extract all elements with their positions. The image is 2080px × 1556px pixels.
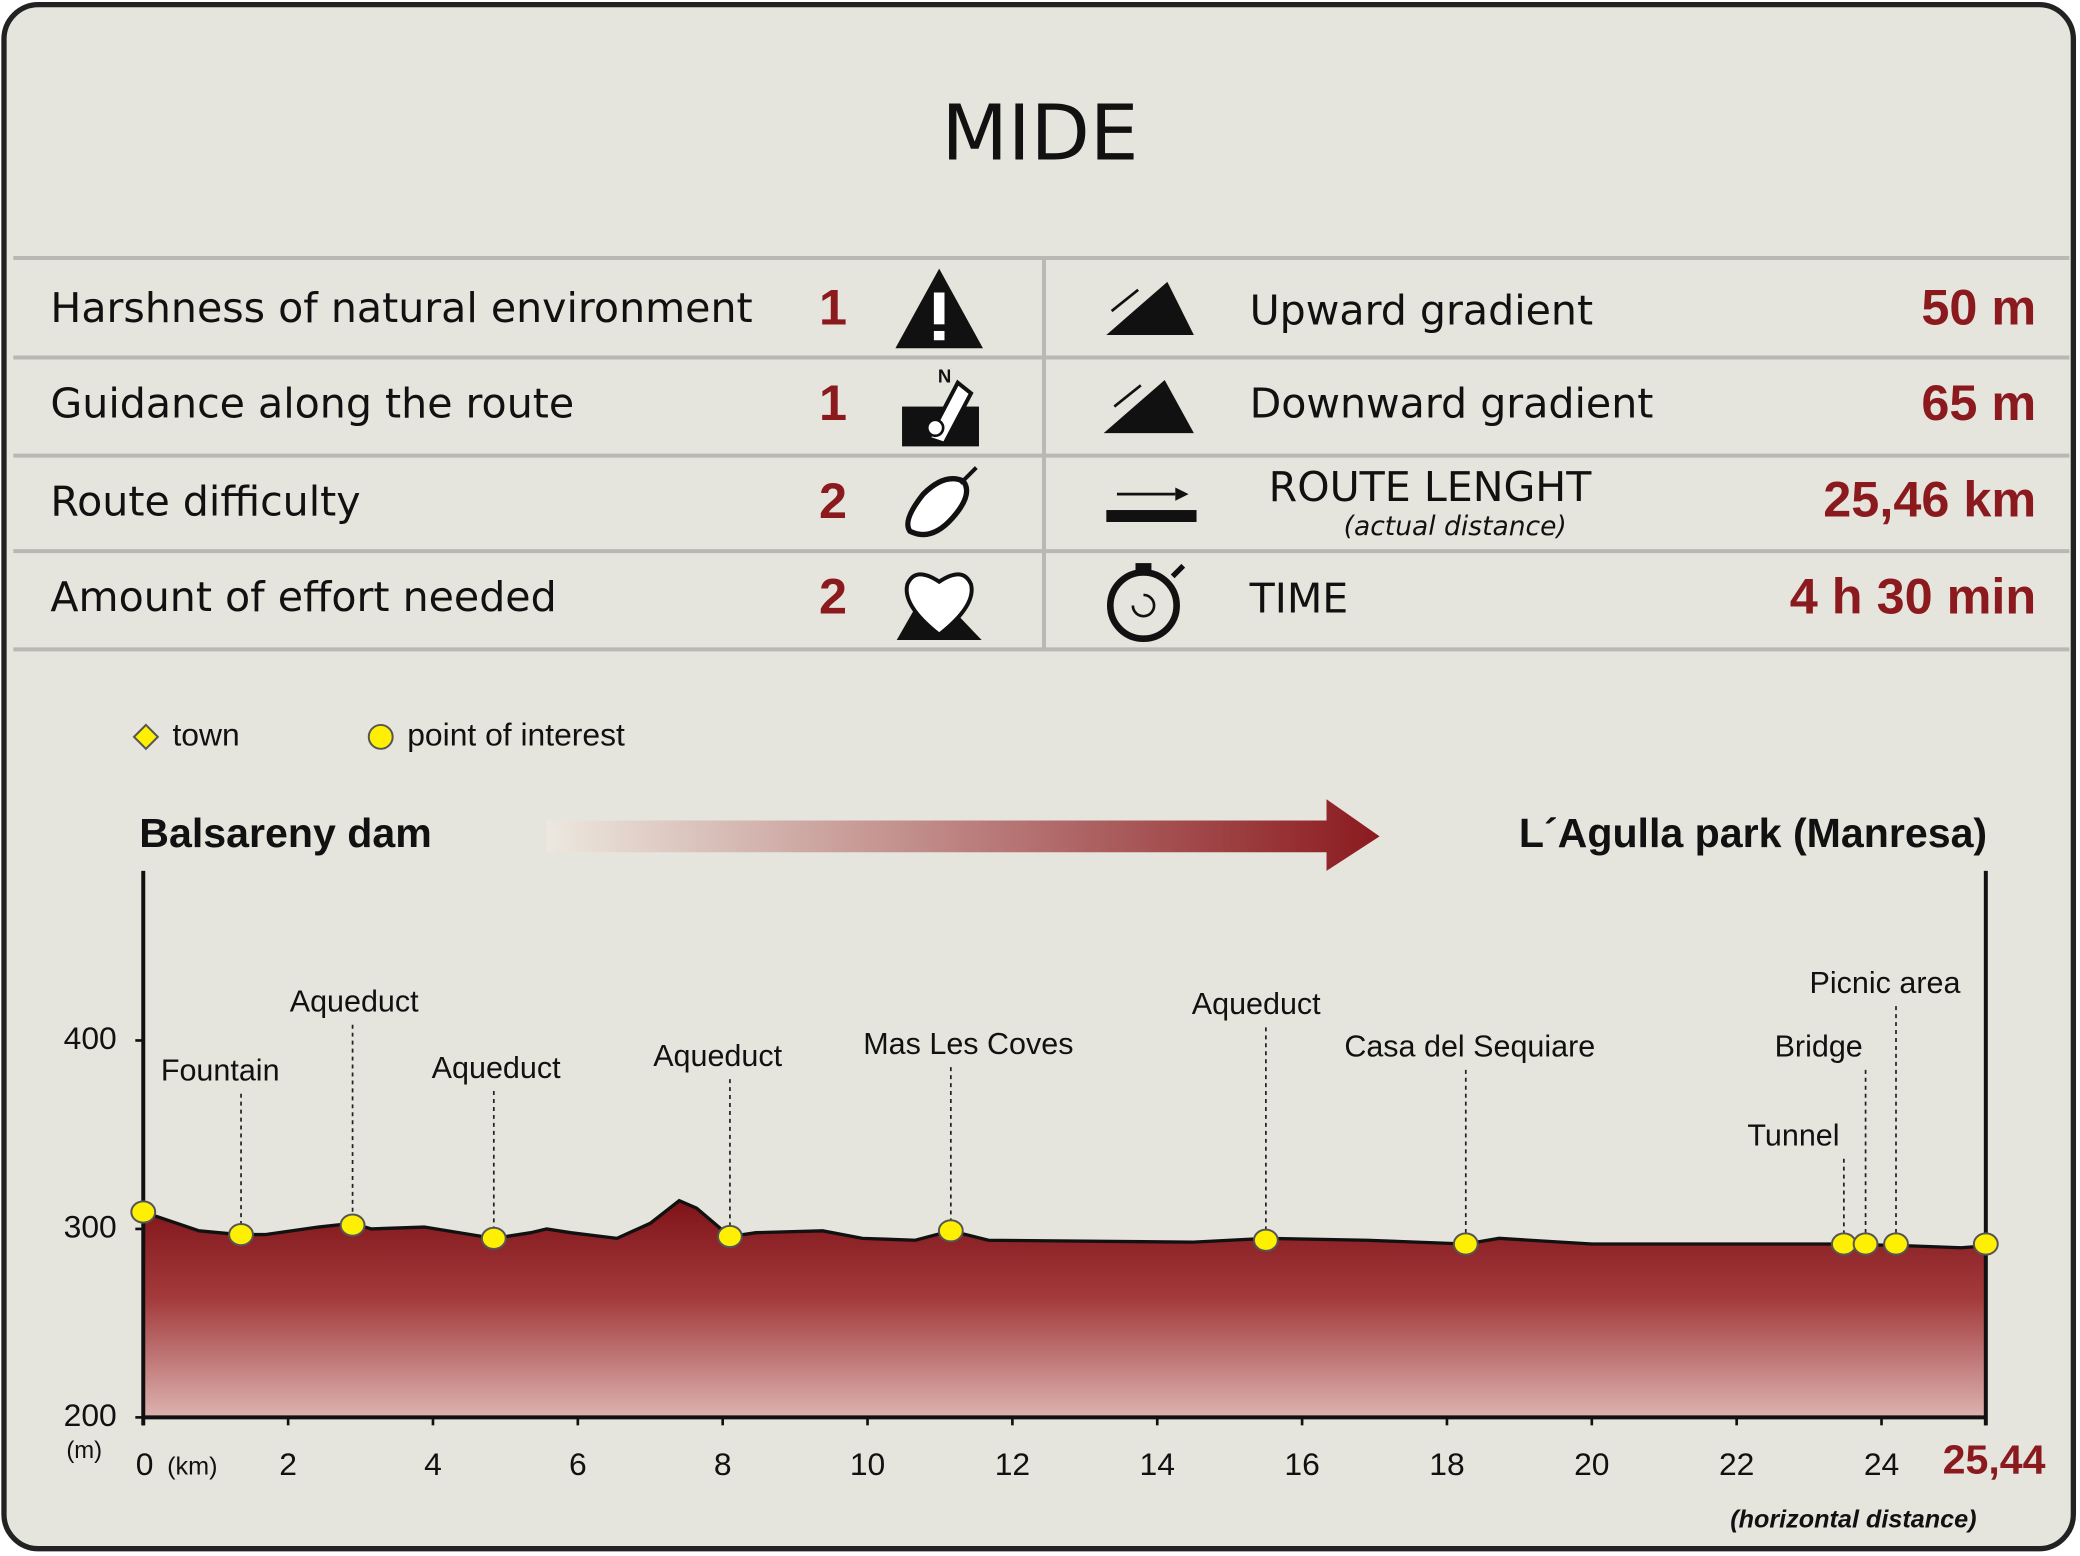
mide-value: 65 m xyxy=(1921,374,2036,431)
poi-marker xyxy=(228,1222,254,1247)
mide-value: 2 xyxy=(819,472,847,529)
poi-marker xyxy=(339,1213,366,1237)
mide-value: 4 h 30 min xyxy=(1790,568,2036,625)
mide-sublabel: (actual distance) xyxy=(1344,511,1567,542)
y-tick-label: 200 xyxy=(64,1397,117,1433)
mide-label: Upward gradient xyxy=(1250,287,1594,335)
x-tick-label: 22 xyxy=(1719,1446,1754,1482)
table-grid xyxy=(13,256,2070,652)
icon-up xyxy=(1106,281,1194,335)
poi-label: Fountain xyxy=(161,1054,280,1088)
mide-value: 25,46 km xyxy=(1823,471,2036,528)
mide-label: ROUTE LENGHT xyxy=(1269,463,1593,511)
poi-marker xyxy=(480,1226,507,1250)
legend-marker xyxy=(132,723,160,751)
mide-label: Downward gradient xyxy=(1250,380,1654,428)
icon-difficulty xyxy=(905,466,978,538)
title: MIDE xyxy=(942,90,1139,179)
poi-marker xyxy=(937,1219,964,1243)
poi-label: Aqueduct xyxy=(432,1051,561,1085)
end-label: L´Agulla park (Manresa) xyxy=(1519,810,1987,856)
elevation-area xyxy=(143,1200,1986,1418)
mide-label: Amount of effort needed xyxy=(50,573,556,621)
x-tick-label: 18 xyxy=(1429,1446,1464,1482)
mide-label: Harshness of natural environment xyxy=(50,284,752,332)
poi-marker xyxy=(1452,1232,1479,1256)
poi-label: Aqueduct xyxy=(653,1039,782,1073)
x-tick-label: 2 xyxy=(279,1446,297,1482)
poi-marker xyxy=(1830,1232,1857,1256)
mide-value: 1 xyxy=(819,374,847,431)
legend-label: point of interest xyxy=(407,716,625,752)
start-label: Balsareny dam xyxy=(139,810,431,856)
x-tick-label: 8 xyxy=(714,1446,732,1482)
y-tick-label: 400 xyxy=(64,1020,117,1056)
poi-label: Casa del Sequiare xyxy=(1344,1030,1595,1064)
x-tick-label: 6 xyxy=(569,1446,587,1482)
poi-marker xyxy=(1972,1232,1999,1256)
poi-label: Picnic area xyxy=(1810,966,1961,1000)
poi-label: Aqueduct xyxy=(1192,987,1321,1021)
mide-value: 2 xyxy=(819,568,847,625)
svg-text:N: N xyxy=(938,365,951,386)
poi-marker xyxy=(716,1224,743,1249)
x-tick-label: 0 xyxy=(136,1446,154,1482)
mide-label: Guidance along the route xyxy=(50,380,574,428)
x-tick-label: 14 xyxy=(1140,1446,1175,1482)
y-unit: (m) xyxy=(66,1437,102,1464)
x-tick-label: 20 xyxy=(1574,1446,1609,1482)
legend-label: town xyxy=(172,716,239,752)
icon-effort xyxy=(896,572,982,641)
x-tick-label: 24 xyxy=(1864,1446,1899,1482)
direction-arrow xyxy=(546,799,1380,871)
poi-marker xyxy=(1852,1232,1879,1256)
mide-label: TIME xyxy=(1249,575,1349,623)
x-tick-label: 12 xyxy=(995,1446,1030,1482)
mide-value: 1 xyxy=(819,278,847,335)
x-tick-label: 25,44 xyxy=(1943,1436,2046,1482)
legend-marker xyxy=(367,723,394,750)
poi-label: Mas Les Coves xyxy=(863,1027,1073,1061)
x-axis-note: (horizontal distance) xyxy=(1730,1506,1976,1534)
poi-label: Tunnel xyxy=(1747,1119,1839,1153)
x-tick-label: 4 xyxy=(424,1446,442,1482)
x-tick-label: 10 xyxy=(850,1446,885,1482)
y-tick-label: 300 xyxy=(64,1208,117,1244)
icon-time xyxy=(1106,563,1186,643)
icon-guidance: N xyxy=(902,365,979,447)
poi-label: Bridge xyxy=(1775,1030,1863,1064)
icon-warning xyxy=(895,268,983,349)
mide-label: Route difficulty xyxy=(50,478,360,526)
icon-down xyxy=(1103,380,1194,434)
poi-marker xyxy=(1883,1232,1909,1256)
mide-value: 50 m xyxy=(1921,278,2036,335)
poi-marker xyxy=(130,1200,157,1224)
icon-length xyxy=(1106,487,1197,522)
poi-marker xyxy=(1252,1228,1279,1252)
poi-label: Aqueduct xyxy=(290,985,419,1019)
x-tick-label: 16 xyxy=(1284,1446,1319,1482)
x-unit: (km) xyxy=(167,1452,217,1480)
